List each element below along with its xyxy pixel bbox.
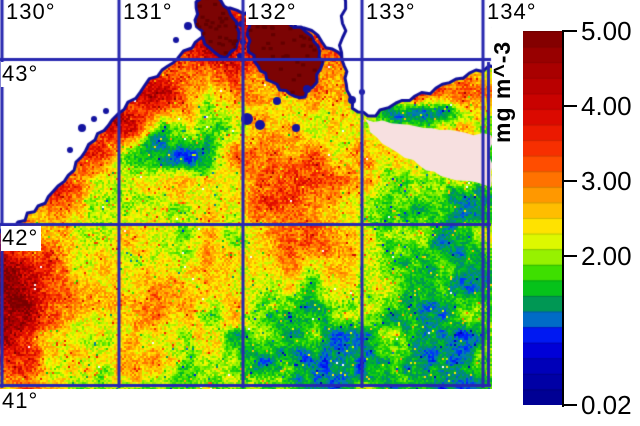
colorbar-gradient [523, 31, 563, 405]
colorbar-tick-label: 5.00 [581, 16, 632, 46]
colorbar-tick [562, 30, 577, 32]
colorbar-units-label: mg m^-3 [489, 40, 515, 143]
colorbar-tick-label: 0.02 [581, 390, 632, 420]
chlorophyll-heatmap-canvas [0, 0, 492, 389]
lon-tick-label: 131° [122, 0, 176, 25]
colorbar-axis-line [562, 31, 564, 407]
lon-tick-label: 134° [486, 0, 540, 25]
lon-tick-label: 132° [246, 0, 300, 25]
map-panel: 130° 131° 132° 133° 134° 43° 42° 41° [0, 0, 536, 413]
colorbar-tick-label: 4.00 [581, 91, 632, 122]
colorbar-tick-label: 2.00 [581, 241, 632, 272]
colorbar-tick [562, 105, 577, 108]
lat-tick-label: 42° [1, 226, 42, 251]
lat-tick-label: 43° [1, 62, 42, 87]
lon-tick-label: 133° [365, 0, 419, 25]
colorbar-tick [562, 180, 577, 183]
lon-tick-label: 130° [5, 0, 59, 25]
lat-tick-label: 41° [1, 389, 42, 414]
colorbar-tick [562, 255, 577, 258]
colorbar-tick [562, 404, 577, 406]
colorbar-tick-label: 3.00 [581, 166, 632, 197]
